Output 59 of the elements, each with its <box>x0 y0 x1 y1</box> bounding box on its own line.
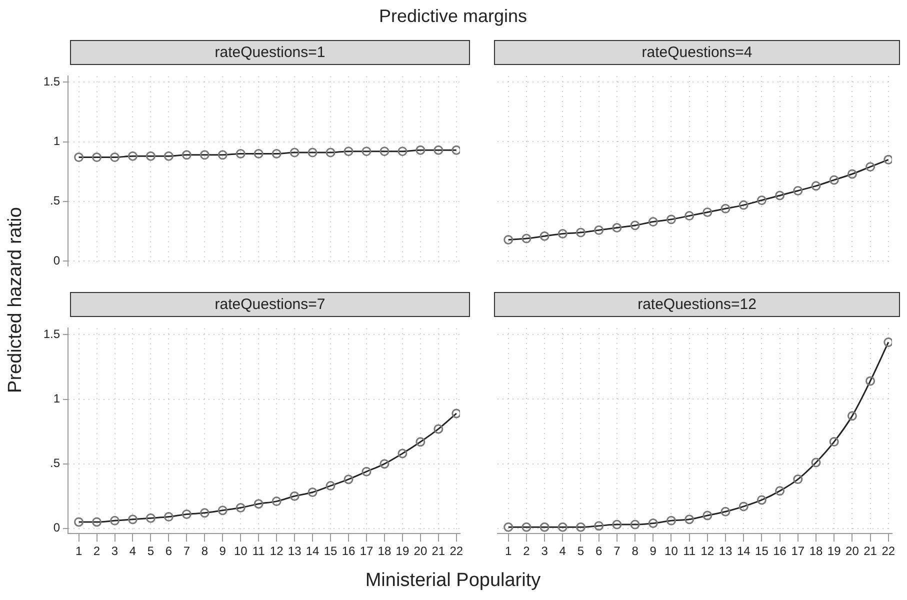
x-tick-label: 19 <box>396 544 410 558</box>
y-tick-label: 1.5 <box>43 326 60 341</box>
y-tick-label: 1 <box>53 392 60 406</box>
x-tick-label: 9 <box>650 544 657 558</box>
x-tick-label: 3 <box>111 544 118 558</box>
x-tick-label: 3 <box>541 544 548 558</box>
x-axis-title: Ministerial Popularity <box>365 570 541 592</box>
x-tick-label: 6 <box>165 544 172 558</box>
x-tick-label: 10 <box>234 544 248 558</box>
x-tick-label: 21 <box>864 544 878 558</box>
x-tick-label: 9 <box>219 544 226 558</box>
x-tick-label: 2 <box>523 544 530 558</box>
x-tick-label: 12 <box>700 544 714 558</box>
x-tick-label: 20 <box>414 544 428 558</box>
x-tick-label: 17 <box>791 544 805 558</box>
chart-title: rateQuestions=4 <box>494 40 900 65</box>
chart-title: rateQuestions=1 <box>70 40 470 65</box>
x-tick-label: 4 <box>559 544 566 558</box>
x-tick-label: 11 <box>683 544 696 558</box>
x-tick-label: 13 <box>718 544 733 558</box>
chart-title: rateQuestions=12 <box>494 292 900 317</box>
y-tick-label: .5 <box>50 456 60 470</box>
x-tick-label: 2 <box>93 544 100 558</box>
x-tick-label: 14 <box>306 544 320 558</box>
x-tick-label: 16 <box>342 544 356 558</box>
chart-title: rateQuestions=7 <box>70 292 470 317</box>
x-tick-label: 17 <box>360 544 374 558</box>
x-tick-label: 5 <box>577 544 584 558</box>
x-tick-label: 1 <box>505 544 512 558</box>
x-tick-label: 18 <box>809 544 823 558</box>
x-tick-label: 14 <box>736 544 751 558</box>
text: Predictive margins <box>378 6 528 27</box>
x-tick-label: 22 <box>882 544 896 558</box>
x-tick-label: 20 <box>846 544 860 558</box>
y-tick-label: 0 <box>53 520 60 535</box>
x-tick-label: 18 <box>378 544 392 558</box>
x-tick-label: 5 <box>147 544 154 558</box>
x-tick-label: 6 <box>595 544 602 558</box>
x-tick-label: 7 <box>614 544 621 558</box>
x-tick-label: 8 <box>632 544 639 558</box>
y-tick-label: .5 <box>50 194 60 208</box>
x-tick-label: 10 <box>664 544 678 558</box>
x-tick-label: 15 <box>324 544 338 558</box>
y-tick-label: 1.5 <box>43 74 60 88</box>
x-tick-label: 7 <box>183 544 190 558</box>
x-tick-label: 1 <box>75 544 82 558</box>
y-tick-label: 1 <box>53 134 60 148</box>
x-tick-label: 11 <box>252 544 266 558</box>
x-tick-label: 15 <box>755 544 769 558</box>
y-tick-label: 0 <box>53 253 60 268</box>
x-tick-label: 13 <box>288 544 302 558</box>
y-axis-title: Predicted hazard ratio <box>5 207 27 393</box>
x-tick-label: 21 <box>432 544 446 558</box>
x-tick-label: 12 <box>270 544 284 558</box>
x-tick-label: 19 <box>827 544 842 558</box>
x-tick-label: 8 <box>201 544 208 558</box>
x-tick-label: 4 <box>129 544 136 558</box>
x-tick-label: 16 <box>773 544 787 558</box>
x-tick-label: 22 <box>450 544 464 558</box>
